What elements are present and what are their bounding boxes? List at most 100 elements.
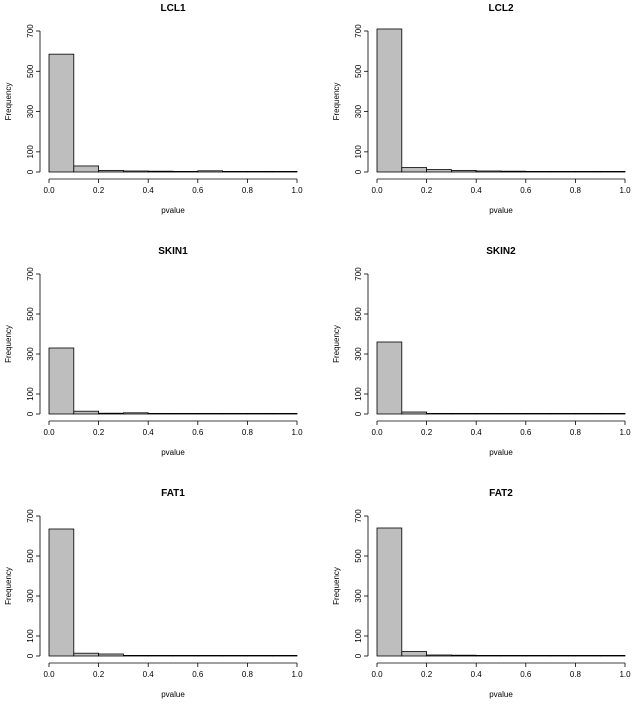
x-axis-label: pvalue — [489, 206, 513, 215]
bar — [575, 655, 601, 657]
x-tick-label: 1.0 — [291, 186, 303, 195]
bar — [246, 170, 273, 173]
x-tick-label: 0.0 — [43, 186, 55, 195]
x-tick-label: 1.0 — [619, 670, 631, 679]
x-axis-label: pvalue — [489, 690, 513, 699]
x-axis-label: pvalue — [161, 448, 185, 457]
bar — [147, 655, 174, 657]
x-axis-label: pvalue — [161, 206, 185, 215]
x-tick-label: 0.4 — [471, 186, 483, 195]
panel-skin2: SKIN2 0.0 0.2 0.4 0.6 0.8 1.0 pvalue 0 100 300 500 7… — [332, 246, 631, 457]
bar — [525, 170, 551, 173]
y-axis-label: Frequency — [332, 325, 341, 363]
bar — [222, 170, 248, 173]
y-tick-label: 700 — [26, 24, 35, 38]
bar — [575, 170, 601, 173]
x-tick-label: 0.4 — [143, 428, 155, 437]
y-axis-label: Frequency — [4, 83, 13, 121]
bar — [197, 655, 224, 657]
bar — [599, 655, 626, 657]
bar — [426, 654, 452, 657]
bar — [550, 655, 576, 657]
x-tick-label: 0.0 — [43, 670, 55, 679]
panel-fat1: FAT1 0.0 0.2 0.4 0.6 0.8 1.0 pvalue 0 100 300 500 70… — [4, 488, 303, 699]
y-tick-label: 500 — [26, 549, 35, 563]
panel-skin1: SKIN1 0.0 0.2 0.4 0.6 0.8 1.0 pvalue 0 100 300 500 7… — [4, 246, 303, 457]
x-tick-label: 0.4 — [143, 670, 155, 679]
y-tick-label: 100 — [26, 629, 35, 643]
bar — [450, 654, 477, 657]
panel-title: LCL2 — [489, 3, 514, 14]
bar — [271, 170, 298, 173]
bar — [222, 655, 248, 657]
y-tick-label: 0 — [26, 411, 35, 416]
y-tick-label: 500 — [354, 64, 363, 78]
bar — [599, 170, 626, 173]
bar — [123, 170, 149, 173]
x-tick-label: 0.8 — [570, 186, 582, 195]
panel-lcl1: LCL1 0.0 0.2 0.4 0.6 0.8 1.0 pvalue 0 100 300 500 70… — [4, 3, 303, 215]
x-tick-label: 1.0 — [619, 186, 631, 195]
x-tick-label: 1.0 — [619, 428, 631, 437]
panel-lcl2: LCL2 0.0 0.2 0.4 0.6 0.8 1.0 pvalue 0 100 300 500 70… — [332, 3, 631, 215]
y-tick-label: 100 — [26, 387, 35, 401]
x-tick-label: 0.4 — [143, 186, 155, 195]
bar — [172, 170, 199, 173]
y-tick-label: 0 — [26, 169, 35, 174]
bar — [147, 412, 174, 415]
bar — [550, 170, 576, 173]
x-axis-label: pvalue — [161, 690, 185, 699]
y-tick-label: 100 — [354, 145, 363, 159]
x-tick-label: 0.4 — [471, 428, 483, 437]
y-tick-label: 300 — [26, 589, 35, 603]
bar — [376, 28, 403, 173]
x-tick-label: 0.8 — [242, 670, 254, 679]
y-tick-label: 700 — [354, 509, 363, 523]
bar — [575, 412, 601, 415]
y-tick-label: 500 — [26, 64, 35, 78]
x-tick-label: 0.6 — [192, 670, 204, 679]
y-axis-label: Frequency — [332, 567, 341, 605]
y-tick-label: 300 — [354, 589, 363, 603]
x-tick-label: 0.2 — [421, 670, 433, 679]
panel-title: SKIN1 — [158, 246, 188, 257]
x-tick-label: 1.0 — [291, 428, 303, 437]
bar — [475, 655, 502, 657]
y-tick-label: 300 — [354, 347, 363, 361]
x-tick-label: 0.4 — [471, 670, 483, 679]
y-tick-label: 700 — [26, 509, 35, 523]
panel-title: LCL1 — [161, 3, 186, 14]
y-axis-label: Frequency — [332, 83, 341, 121]
y-tick-label: 0 — [354, 169, 363, 174]
bar — [525, 412, 551, 415]
y-tick-label: 700 — [26, 267, 35, 281]
y-tick-label: 700 — [354, 24, 363, 38]
y-tick-label: 500 — [26, 307, 35, 321]
bar — [246, 412, 273, 415]
bar — [123, 655, 149, 657]
bar — [98, 653, 124, 657]
bar — [500, 170, 527, 173]
x-tick-label: 0.2 — [421, 428, 433, 437]
x-tick-label: 0.2 — [421, 186, 433, 195]
bar — [197, 170, 224, 173]
bar — [271, 655, 298, 657]
bar — [376, 341, 403, 415]
x-tick-label: 0.2 — [93, 186, 105, 195]
bar — [500, 655, 527, 657]
bar — [172, 655, 199, 657]
bar — [450, 169, 477, 173]
bar — [401, 651, 427, 657]
bar — [426, 169, 452, 173]
bar — [222, 412, 248, 415]
x-tick-label: 0.0 — [371, 186, 383, 195]
x-tick-label: 0.6 — [520, 186, 532, 195]
y-tick-label: 300 — [354, 104, 363, 118]
x-tick-label: 0.2 — [93, 428, 105, 437]
panel-title: SKIN2 — [486, 246, 516, 257]
bar — [475, 412, 502, 415]
bar — [147, 170, 174, 173]
bar — [426, 412, 452, 415]
x-tick-label: 0.0 — [371, 428, 383, 437]
